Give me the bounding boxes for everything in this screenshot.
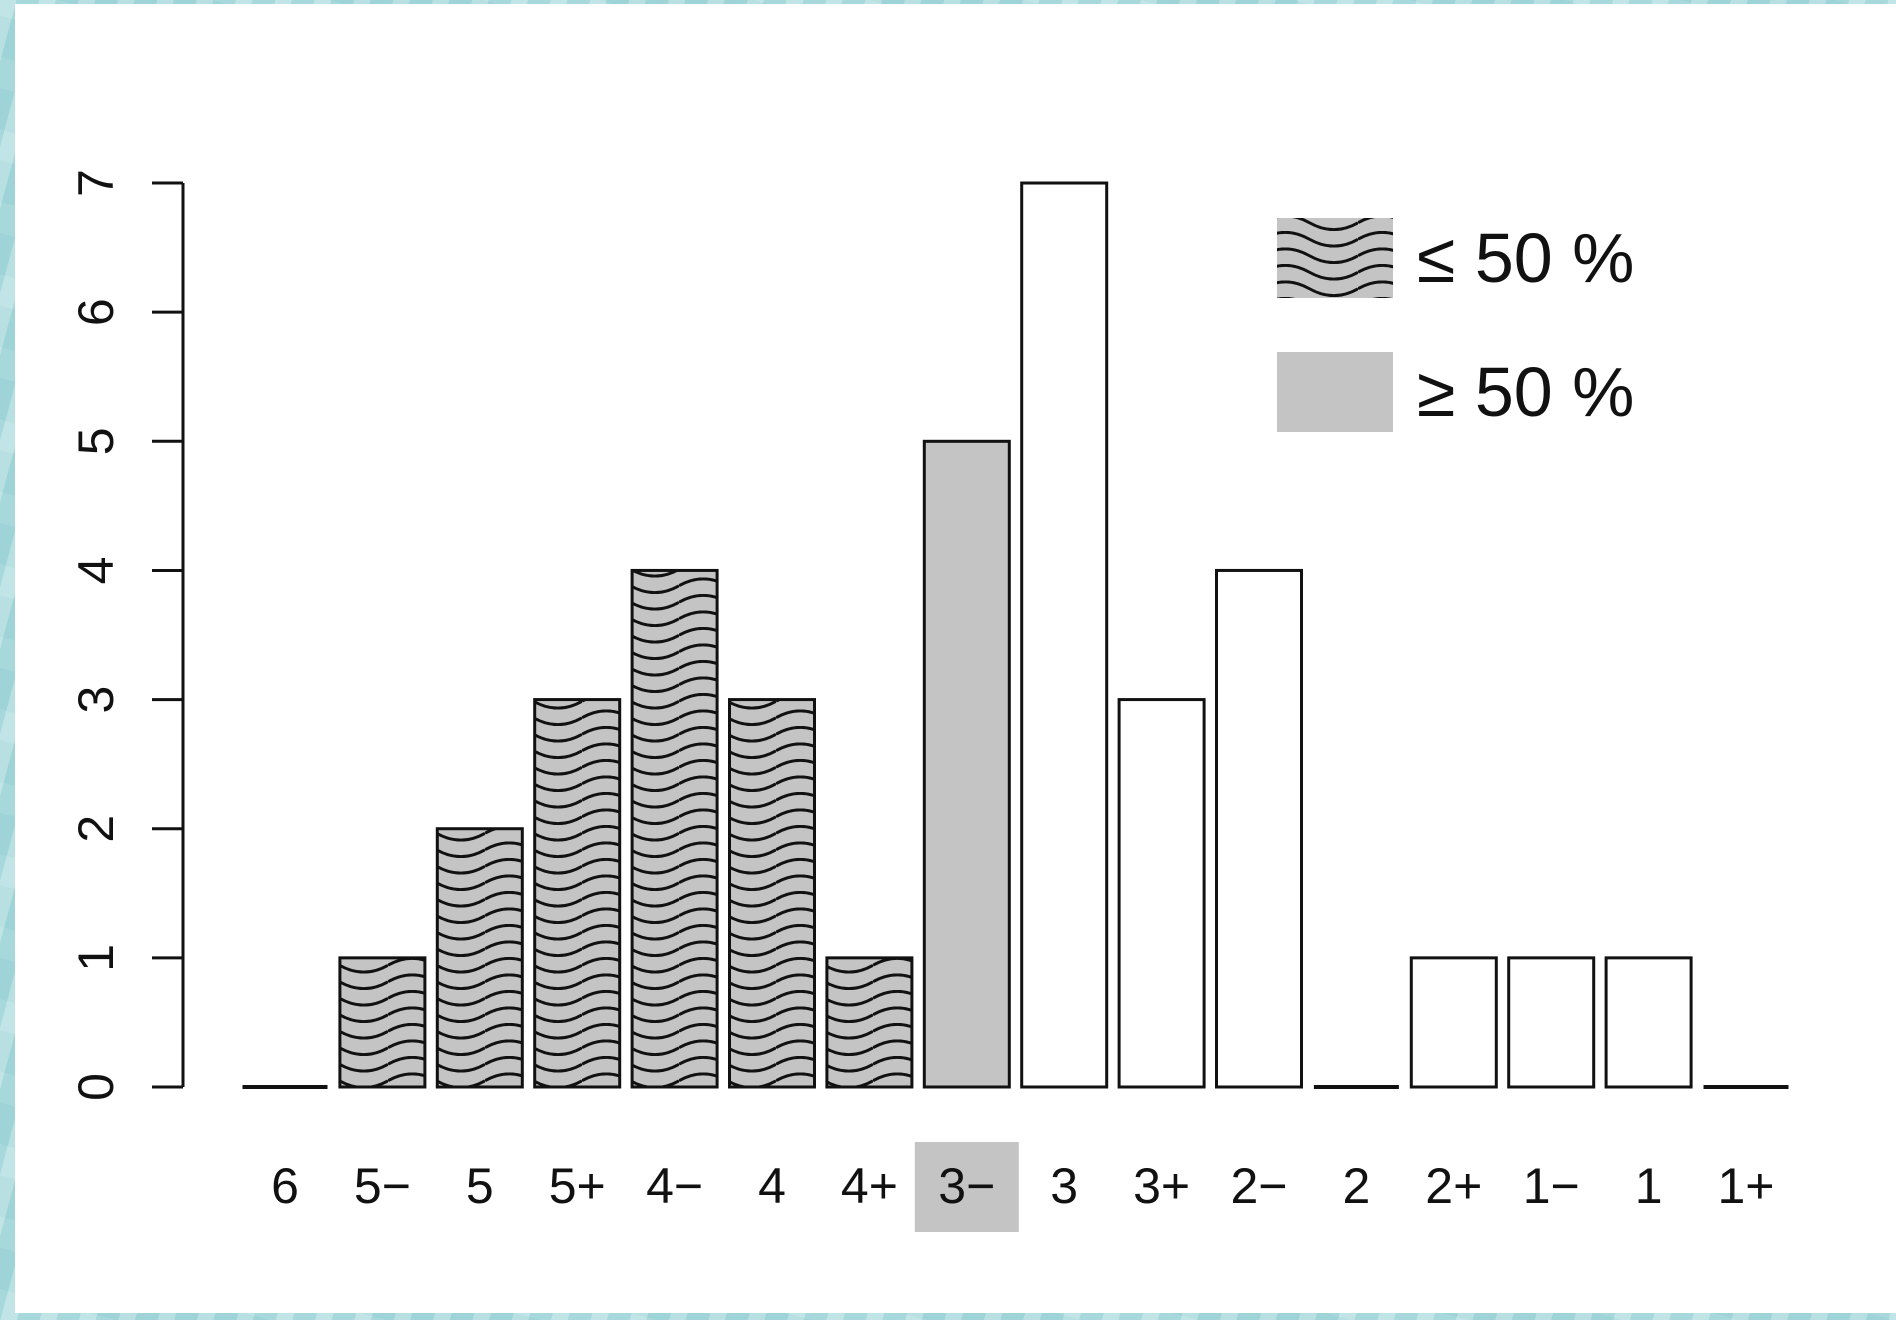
x-tick-label-4-plus: 4+ [841, 1158, 898, 1214]
highlight-box-3-minus [914, 1142, 1019, 1232]
bar-3-plus [1117, 698, 1206, 1089]
legend-swatch-leq50 [1277, 218, 1393, 298]
y-tick-label-2: 2 [68, 815, 124, 843]
bar-3-minus [922, 439, 1011, 1089]
x-tick-label-5-plus: 5+ [549, 1158, 606, 1214]
bar-4-plus [825, 956, 914, 1089]
y-tick-label-3: 3 [68, 686, 124, 714]
bar-2-plus [1409, 956, 1498, 1089]
bar-5-plus [533, 698, 622, 1089]
x-tick-label-4: 4 [758, 1158, 786, 1214]
legend-swatch-geq50 [1277, 352, 1393, 432]
x-tick-label-3: 3 [1050, 1158, 1078, 1214]
x-tick-label-4-minus: 4− [646, 1158, 703, 1214]
y-tick-label-0: 0 [68, 1073, 124, 1101]
legend-label-leq50: ≤ 50 % [1417, 219, 1634, 297]
bar-5-minus [338, 956, 427, 1089]
y-tick-label-4: 4 [68, 557, 124, 585]
bar-5 [435, 827, 524, 1089]
bar-2-minus [1215, 568, 1303, 1089]
y-tick-label-5: 5 [68, 427, 124, 455]
x-tick-label-1-minus: 1− [1523, 1158, 1580, 1214]
y-tick-label-7: 7 [68, 169, 124, 197]
y-tick-label-6: 6 [68, 298, 124, 326]
legend-label-geq50: ≥ 50 % [1417, 353, 1634, 431]
x-tick-label-5: 5 [466, 1158, 494, 1214]
x-tick-label-3-plus: 3+ [1133, 1158, 1190, 1214]
bar-3 [1020, 181, 1109, 1089]
x-tick-label-2: 2 [1342, 1158, 1370, 1214]
bar-4 [728, 698, 816, 1089]
bar-4-minus [630, 568, 719, 1089]
x-tick-label-1-plus: 1+ [1717, 1158, 1774, 1214]
x-tick-label-2-minus: 2− [1230, 1158, 1287, 1214]
x-tick-label-6: 6 [271, 1158, 299, 1214]
x-tick-label-1: 1 [1635, 1158, 1663, 1214]
bar-1 [1604, 956, 1693, 1089]
x-tick-label-3-minus: 3− [938, 1158, 995, 1214]
x-tick-label-5-minus: 5− [354, 1158, 411, 1214]
x-tick-label-2-plus: 2+ [1425, 1158, 1482, 1214]
bar-1-minus [1507, 956, 1596, 1089]
y-tick-label-1: 1 [68, 944, 124, 972]
